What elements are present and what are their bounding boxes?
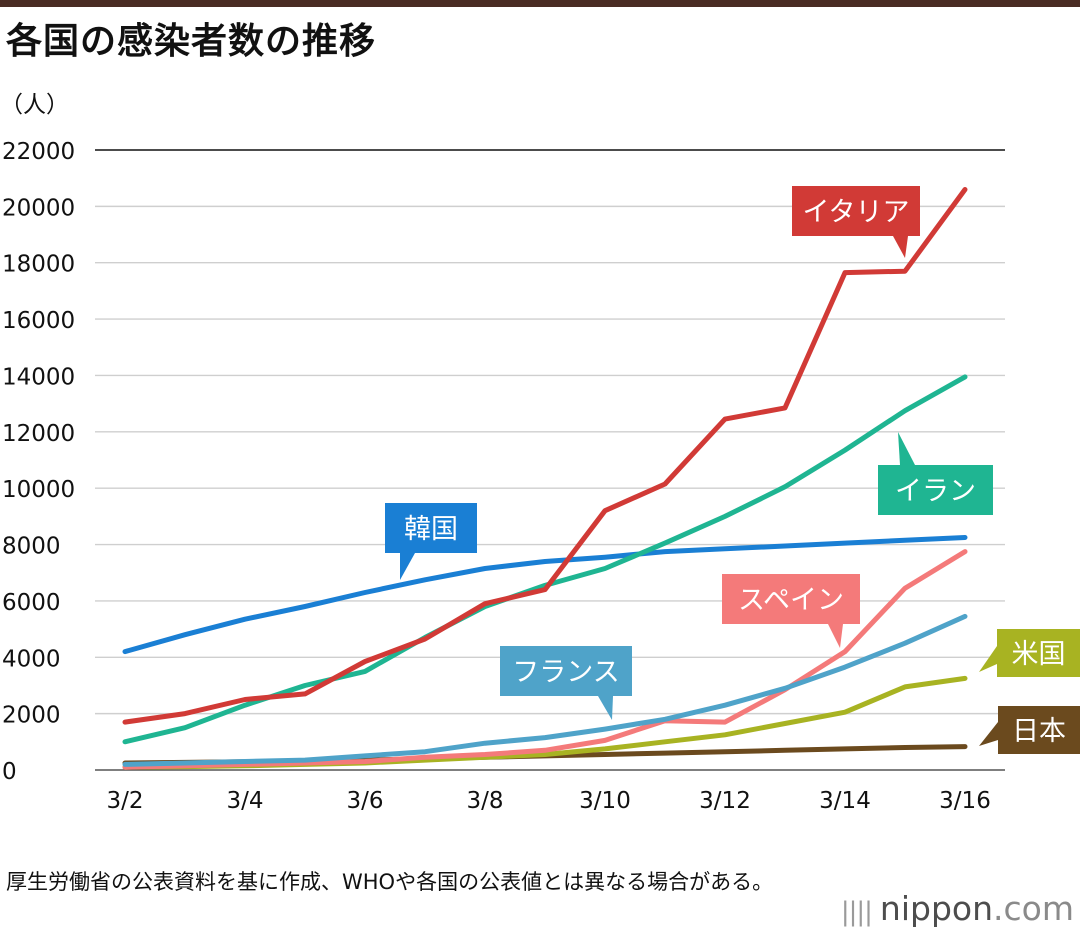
x-tick-label: 3/8 xyxy=(466,788,503,814)
legend-label: イタリア xyxy=(803,197,910,228)
callout-pointer xyxy=(598,696,613,720)
legend-label: イラン xyxy=(895,476,976,507)
source-note: 厚生労働省の公表資料を基に作成、WHOや各国の公表値とは異なる場合がある。 xyxy=(6,870,774,894)
callout-box xyxy=(998,706,1080,754)
logo-text: nippon xyxy=(879,889,994,928)
legend-label: スペイン xyxy=(738,585,844,616)
x-tick-label: 3/6 xyxy=(346,788,383,814)
y-tick-label: 0 xyxy=(2,759,17,785)
series-line xyxy=(122,187,968,725)
x-tick-label: 3/14 xyxy=(819,788,871,814)
chart-title: 各国の感染者数の推移 xyxy=(6,21,377,62)
y-tick-label: 6000 xyxy=(2,590,61,616)
series-callout: イタリア xyxy=(792,186,920,258)
x-tick-label: 3/10 xyxy=(579,788,631,814)
callout-pointer xyxy=(979,722,998,746)
series-callout: フランス xyxy=(500,646,632,720)
callout-box xyxy=(997,629,1080,677)
y-tick-label: 12000 xyxy=(2,421,75,447)
callout-pointer xyxy=(400,553,415,580)
callout-pointer xyxy=(979,646,997,672)
callout-pointer xyxy=(828,624,843,648)
y-tick-label: 4000 xyxy=(2,646,61,672)
series-callout: イラン xyxy=(878,432,993,515)
nippon-logo: |||| nippon.com xyxy=(841,889,1074,932)
callout-box xyxy=(792,186,920,236)
series-callout: 米国 xyxy=(979,629,1080,677)
series-callout: スペイン xyxy=(722,574,860,648)
series-line xyxy=(122,535,968,655)
legend-label: 韓国 xyxy=(404,514,458,545)
y-tick-label: 20000 xyxy=(2,195,75,221)
callout-box xyxy=(722,574,860,624)
callout-box xyxy=(385,503,477,553)
series-callout: 韓国 xyxy=(385,503,477,580)
callout-box xyxy=(878,465,993,515)
y-tick-label: 2000 xyxy=(2,703,61,729)
y-tick-label: 10000 xyxy=(2,477,75,503)
x-tick-label: 3/2 xyxy=(106,788,143,814)
x-tick-label: 3/16 xyxy=(939,788,991,814)
series-callout: 日本 xyxy=(979,706,1080,754)
legend-label: フランス xyxy=(512,657,619,688)
callout-pointer xyxy=(898,432,915,465)
y-tick-label: 16000 xyxy=(2,308,75,334)
callout-box xyxy=(500,646,632,696)
callout-pointer xyxy=(893,236,908,258)
y-tick-label: 8000 xyxy=(2,534,61,560)
line-chart: （人） 0 2000 4000 6000 8000 10000 12000 14000 1600… xyxy=(0,92,1080,814)
y-tick-label: 18000 xyxy=(2,252,75,278)
top-accent-bar xyxy=(0,0,1080,7)
legend-label: 米国 xyxy=(1012,639,1066,670)
x-tick-label: 3/4 xyxy=(226,788,263,814)
y-tick-label: 22000 xyxy=(2,139,75,165)
logo-bars-icon: |||| xyxy=(840,897,873,927)
series-line xyxy=(122,613,968,767)
series-line xyxy=(122,549,968,770)
logo-suffix: .com xyxy=(993,889,1074,928)
x-tick-label: 3/12 xyxy=(699,788,751,814)
legend-label: 日本 xyxy=(1012,716,1066,747)
y-tick-label: 14000 xyxy=(2,364,75,390)
y-axis-unit-label: （人） xyxy=(0,92,69,118)
